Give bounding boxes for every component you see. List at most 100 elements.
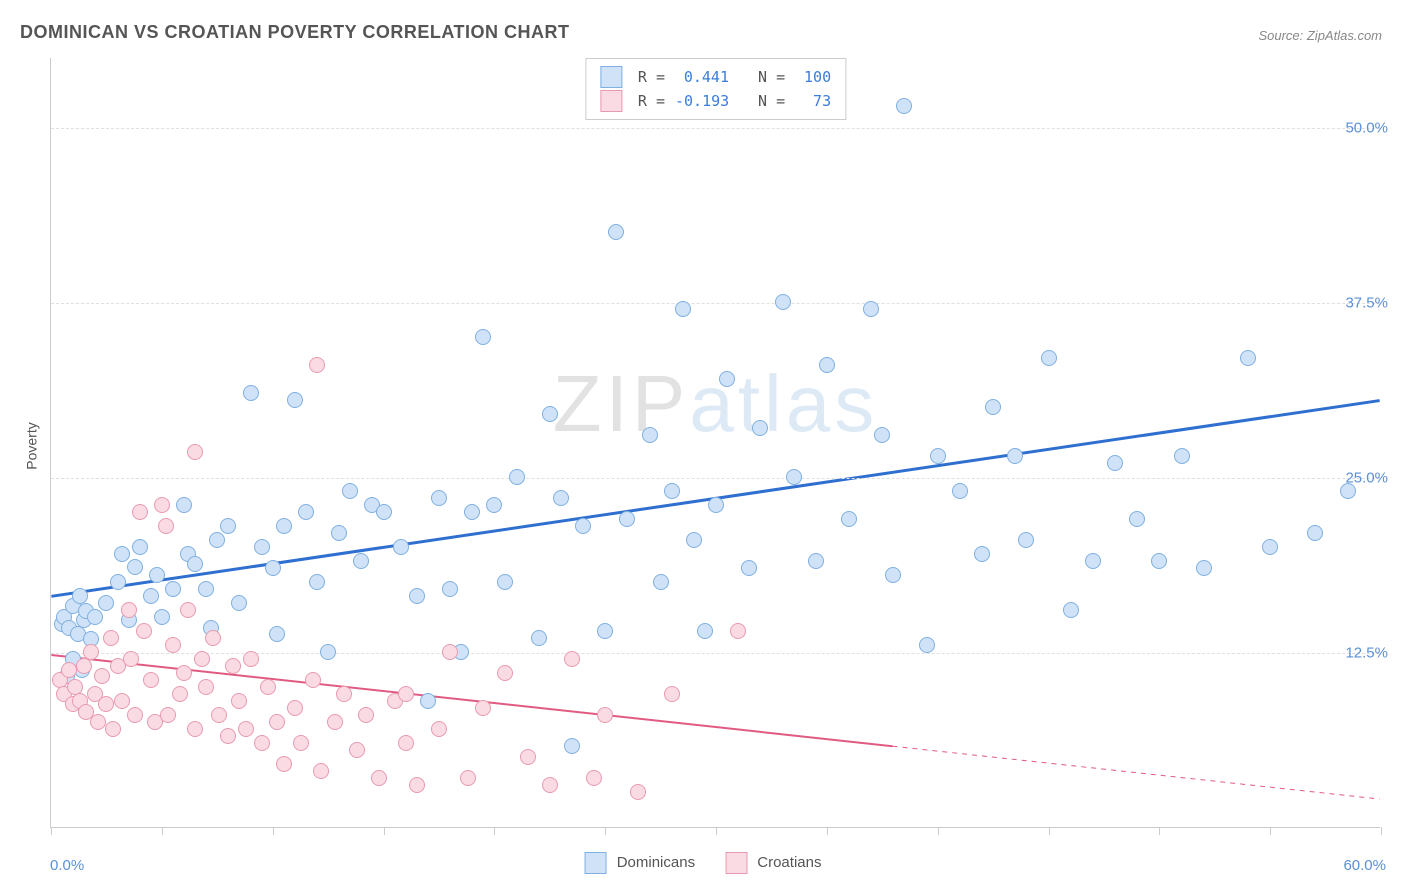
data-point-series-1 — [211, 707, 227, 723]
data-point-series-1 — [475, 700, 491, 716]
data-point-series-0 — [87, 609, 103, 625]
data-point-series-1 — [180, 602, 196, 618]
y-axis-label: Poverty — [24, 422, 40, 469]
x-tick — [1270, 827, 1271, 835]
data-point-series-1 — [176, 665, 192, 681]
data-point-series-1 — [243, 651, 259, 667]
data-point-series-1 — [114, 693, 130, 709]
x-tick — [51, 827, 52, 835]
data-point-series-0 — [420, 693, 436, 709]
data-point-series-0 — [320, 644, 336, 660]
data-point-series-0 — [342, 483, 358, 499]
data-point-series-0 — [1174, 448, 1190, 464]
data-point-series-0 — [564, 738, 580, 754]
data-point-series-0 — [930, 448, 946, 464]
data-point-series-1 — [442, 644, 458, 660]
data-point-series-1 — [431, 721, 447, 737]
data-point-series-1 — [327, 714, 343, 730]
x-tick — [162, 827, 163, 835]
data-point-series-0 — [254, 539, 270, 555]
data-point-series-0 — [841, 511, 857, 527]
stats-N-label: N = — [758, 65, 785, 89]
stats-N-0: 100 — [795, 65, 831, 89]
data-point-series-0 — [1085, 553, 1101, 569]
stats-swatch-1 — [600, 90, 622, 112]
data-point-series-1 — [94, 668, 110, 684]
data-point-series-1 — [105, 721, 121, 737]
stats-swatch-0 — [600, 66, 622, 88]
data-point-series-1 — [398, 686, 414, 702]
data-point-series-0 — [431, 490, 447, 506]
data-point-series-0 — [276, 518, 292, 534]
data-point-series-1 — [83, 644, 99, 660]
data-point-series-0 — [464, 504, 480, 520]
data-point-series-0 — [1007, 448, 1023, 464]
data-point-series-0 — [353, 553, 369, 569]
y-tick-label: 50.0% — [1345, 120, 1388, 137]
data-point-series-0 — [952, 483, 968, 499]
watermark-part2: atlas — [689, 359, 878, 448]
data-point-series-0 — [269, 626, 285, 642]
data-point-series-1 — [358, 707, 374, 723]
legend-swatch-1 — [725, 852, 747, 874]
data-point-series-0 — [675, 301, 691, 317]
data-point-series-0 — [331, 525, 347, 541]
chart-plot-area: ZIPatlas R = 0.441 N = 100 R = -0.193 N … — [50, 58, 1380, 828]
stats-R-label: R = — [638, 89, 665, 113]
data-point-series-0 — [1307, 525, 1323, 541]
data-point-series-1 — [61, 662, 77, 678]
data-point-series-1 — [269, 714, 285, 730]
data-point-series-0 — [575, 518, 591, 534]
data-point-series-1 — [231, 693, 247, 709]
y-tick-label: 37.5% — [1345, 295, 1388, 312]
data-point-series-0 — [154, 609, 170, 625]
data-point-series-0 — [265, 560, 281, 576]
data-point-series-1 — [121, 602, 137, 618]
data-point-series-0 — [553, 490, 569, 506]
data-point-series-1 — [143, 672, 159, 688]
data-point-series-0 — [974, 546, 990, 562]
data-point-series-1 — [76, 658, 92, 674]
data-point-series-0 — [143, 588, 159, 604]
gridline — [51, 303, 1380, 304]
data-point-series-1 — [136, 623, 152, 639]
data-point-series-0 — [1196, 560, 1212, 576]
y-tick-label: 12.5% — [1345, 645, 1388, 662]
data-point-series-0 — [1107, 455, 1123, 471]
data-point-series-0 — [542, 406, 558, 422]
data-point-series-0 — [619, 511, 635, 527]
gridline — [51, 128, 1380, 129]
data-point-series-1 — [293, 735, 309, 751]
x-axis-min-label: 0.0% — [50, 857, 84, 874]
data-point-series-1 — [160, 707, 176, 723]
trend-line-extrapolated — [893, 746, 1380, 799]
stats-R-1: -0.193 — [675, 89, 729, 113]
data-point-series-0 — [1262, 539, 1278, 555]
data-point-series-1 — [409, 777, 425, 793]
data-point-series-1 — [98, 696, 114, 712]
data-point-series-0 — [509, 469, 525, 485]
data-point-series-0 — [198, 581, 214, 597]
x-tick — [273, 827, 274, 835]
data-point-series-0 — [442, 581, 458, 597]
data-point-series-0 — [475, 329, 491, 345]
data-point-series-1 — [336, 686, 352, 702]
data-point-series-0 — [719, 371, 735, 387]
data-point-series-1 — [220, 728, 236, 744]
data-point-series-0 — [741, 560, 757, 576]
data-point-series-0 — [176, 497, 192, 513]
watermark-part1: ZIP — [553, 359, 689, 448]
data-point-series-0 — [187, 556, 203, 572]
stats-R-label: R = — [638, 65, 665, 89]
stats-N-1: 73 — [795, 89, 831, 113]
data-point-series-0 — [597, 623, 613, 639]
data-point-series-0 — [1041, 350, 1057, 366]
data-point-series-0 — [149, 567, 165, 583]
data-point-series-0 — [220, 518, 236, 534]
data-point-series-1 — [90, 714, 106, 730]
data-point-series-1 — [371, 770, 387, 786]
data-point-series-1 — [460, 770, 476, 786]
x-axis-max-label: 60.0% — [1343, 857, 1386, 874]
data-point-series-1 — [187, 444, 203, 460]
data-point-series-1 — [123, 651, 139, 667]
